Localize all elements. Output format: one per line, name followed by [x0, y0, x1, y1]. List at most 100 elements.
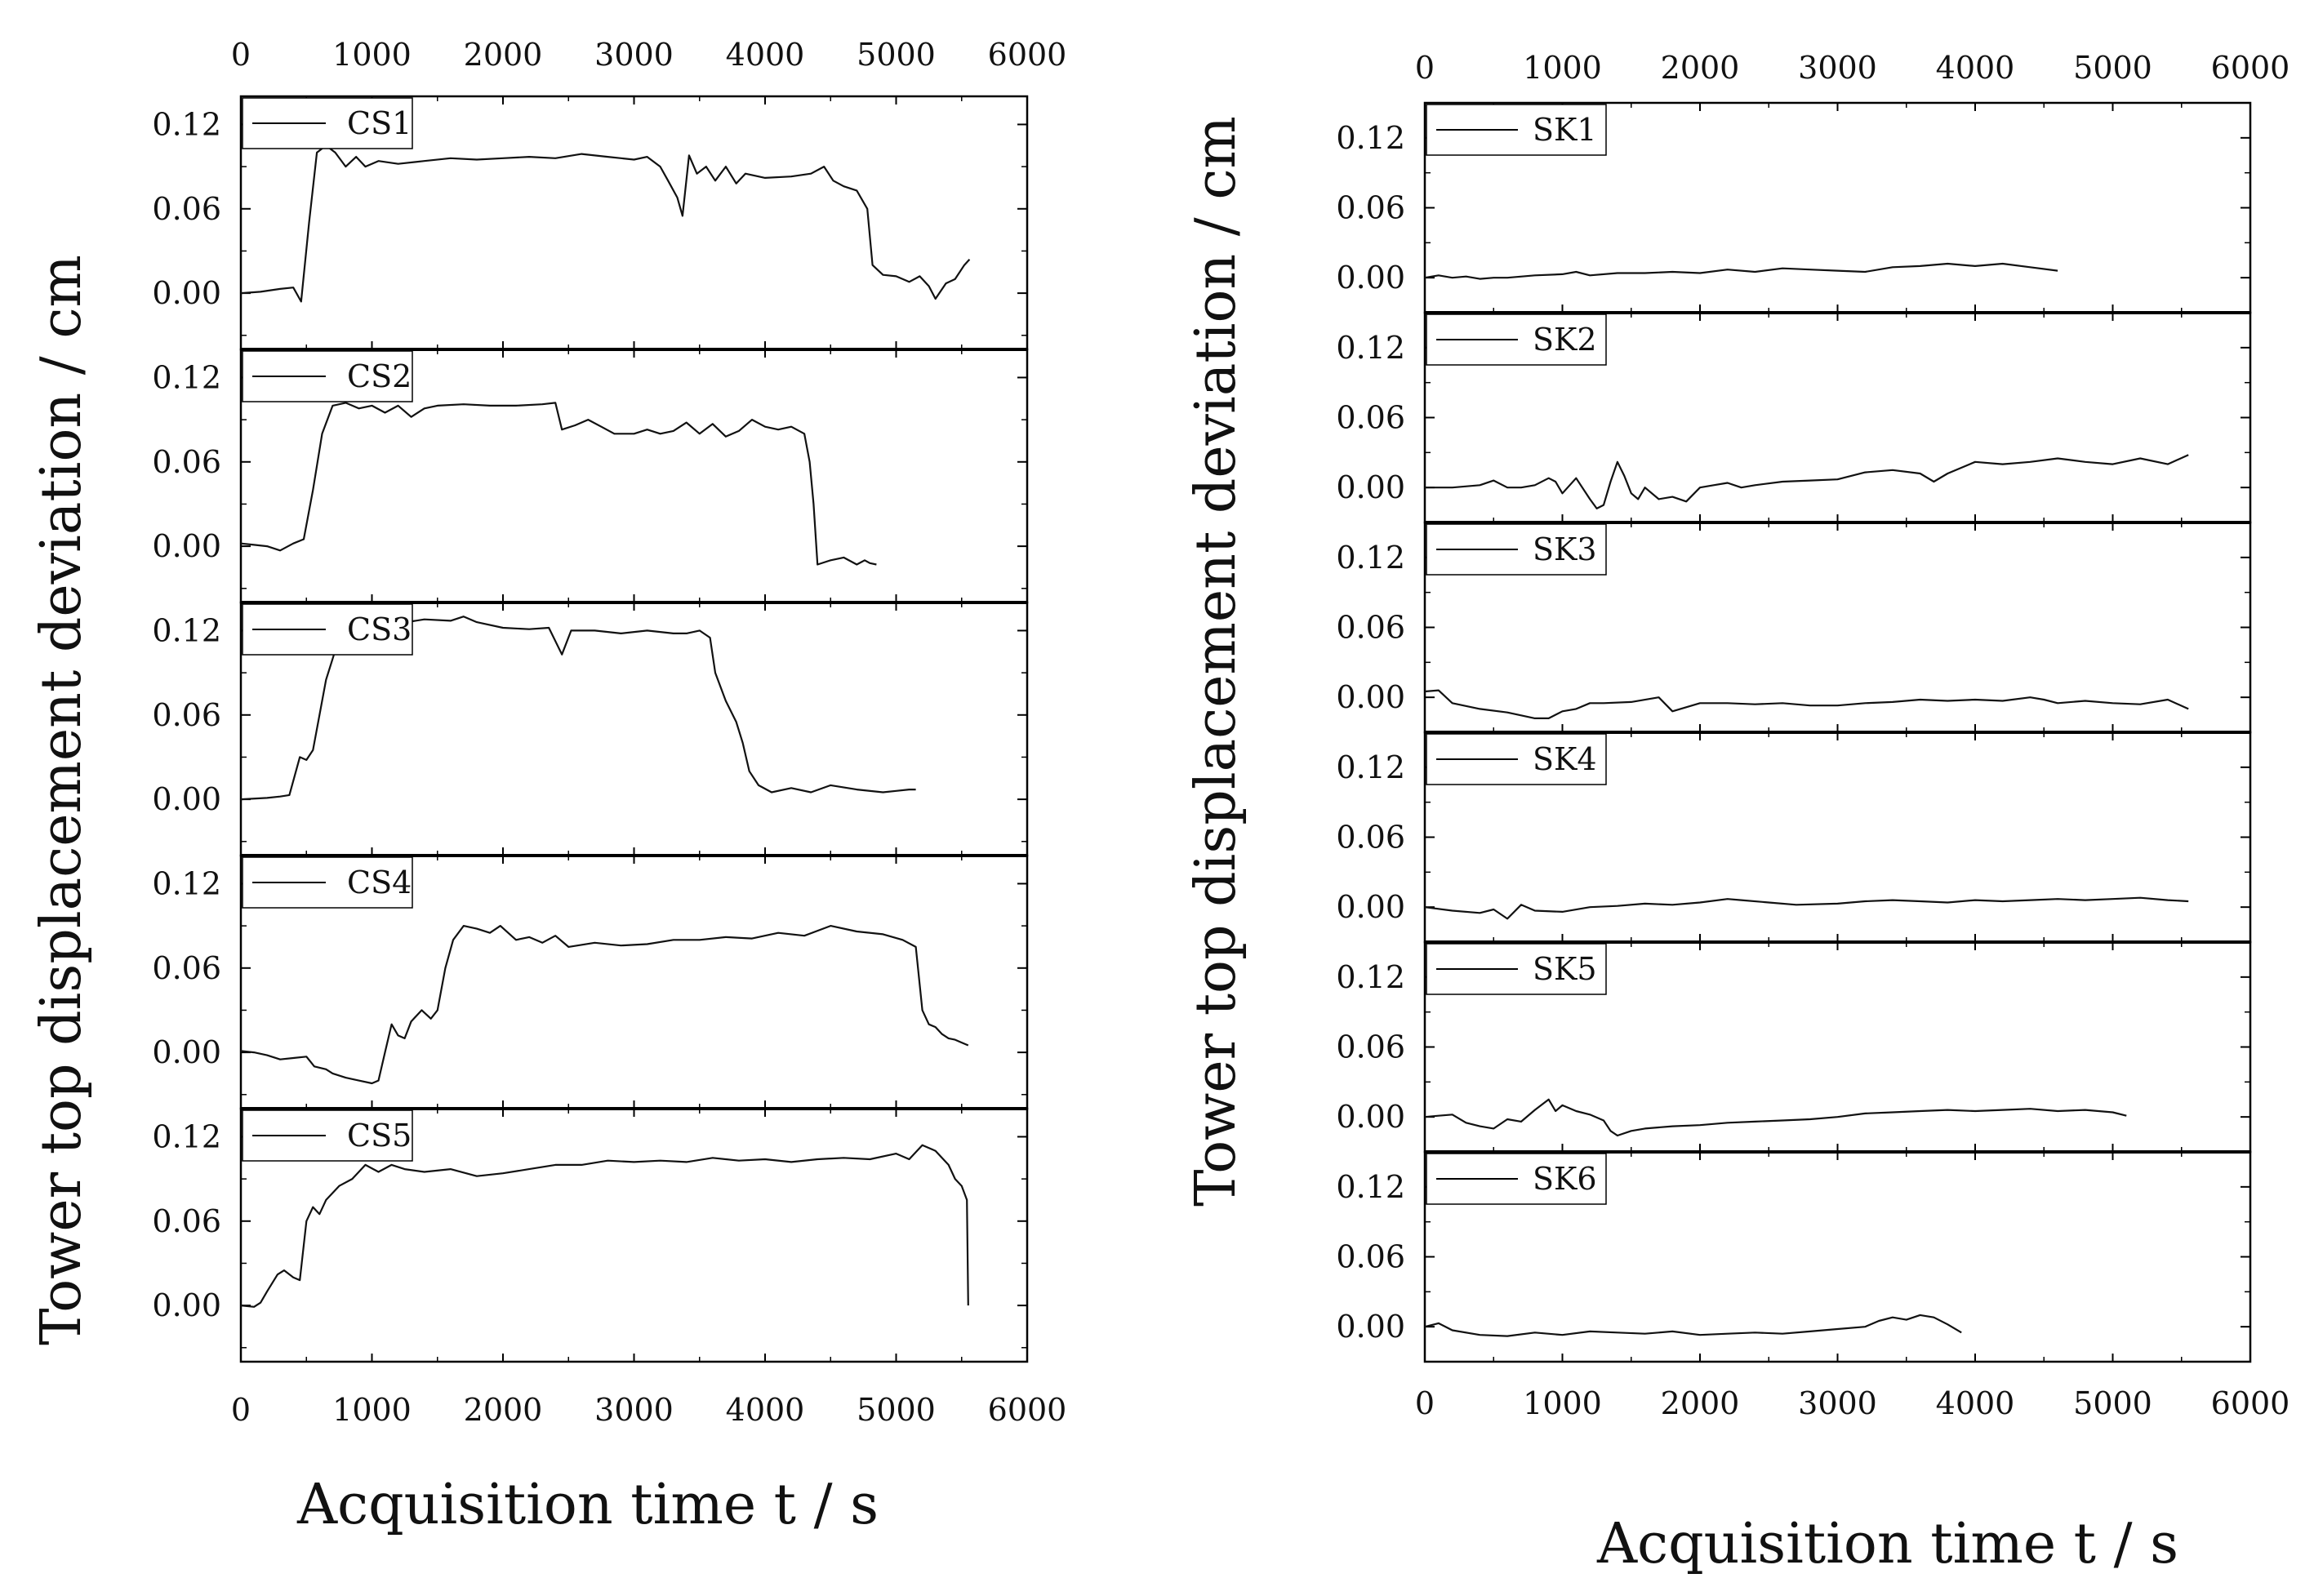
x-tick-label-top: 1000 — [1523, 50, 1602, 86]
x-tick-label-bottom: 5000 — [2073, 1385, 2152, 1421]
series-line-sk1 — [1424, 262, 2058, 280]
sk-chart: 0 0 1000 1000 2000 2000 3000 3000 4000 4000 5000 50… — [1336, 50, 2290, 1421]
panel-cs1: 0.12 0.06 0.00 CS1 — [152, 95, 1029, 351]
panel-cs5: 0.12 0.06 0.00 CS5 — [152, 1107, 1029, 1363]
y-tick-label: 0.12 — [1336, 749, 1405, 785]
x-tick-label-top: 6000 — [988, 37, 1067, 73]
panel-cs4: 0.12 0.06 0.00 CS4 — [152, 854, 1029, 1110]
x-tick-label-top: 6000 — [2211, 50, 2290, 86]
panel-sk4: 0.12 0.06 0.00 SK4 — [1336, 731, 2252, 944]
x-tick-label-bottom: 1000 — [332, 1392, 412, 1428]
y-tick-label: 0.00 — [1336, 679, 1405, 715]
left-x-axis-title: Acquisition time t / s — [296, 1473, 879, 1537]
x-tick-label-top: 2000 — [464, 37, 543, 73]
panel-sk1: 0.12 0.06 0.00 SK1 — [1336, 101, 2252, 314]
series-line-cs5 — [240, 1144, 969, 1308]
y-tick-label: 0.06 — [1336, 400, 1405, 436]
y-tick-label: 0.06 — [152, 697, 221, 733]
y-tick-label: 0.06 — [152, 950, 221, 986]
legend-label: CS2 — [347, 358, 412, 394]
panel-sk5: 0.12 0.06 0.00 SK5 — [1336, 940, 2252, 1154]
y-tick-label: 0.06 — [152, 1203, 221, 1239]
y-tick-label: 0.12 — [1336, 120, 1405, 156]
series-line-sk4 — [1424, 896, 2189, 920]
left-y-axis-title: Tower top displacement deviation / cm — [29, 255, 94, 1345]
legend-label: SK1 — [1533, 112, 1597, 148]
legend-label: SK4 — [1533, 741, 1597, 777]
y-tick-label: 0.06 — [1336, 1029, 1405, 1065]
y-tick-label: 0.12 — [152, 1118, 221, 1154]
series-line-cs4 — [240, 925, 969, 1085]
x-tick-label-top: 3000 — [1798, 50, 1877, 86]
y-tick-label: 0.00 — [1336, 260, 1405, 296]
y-tick-label: 0.12 — [152, 612, 221, 648]
series-line-cs1 — [240, 144, 971, 303]
y-tick-label: 0.00 — [1336, 469, 1405, 505]
x-tick-label-bottom: 6000 — [988, 1392, 1067, 1428]
x-tick-label-top: 3000 — [594, 37, 674, 73]
x-tick-label-top: 2000 — [1661, 50, 1740, 86]
y-tick-label: 0.12 — [152, 106, 221, 142]
y-tick-label: 0.00 — [152, 1034, 221, 1070]
right-y-axis-title: Tower top displacement deviation / cm — [1184, 116, 1248, 1207]
y-tick-label: 0.06 — [1336, 820, 1405, 856]
x-tick-label-top: 0 — [231, 37, 251, 73]
legend-label: SK3 — [1533, 531, 1597, 567]
series-line-sk3 — [1424, 689, 2189, 719]
y-tick-label: 0.06 — [1336, 1239, 1405, 1275]
panel-cs2: 0.12 0.06 0.00 CS2 — [152, 348, 1029, 604]
panel-sk6: 0.12 0.06 0.00 SK6 — [1336, 1150, 2252, 1363]
y-tick-label: 0.12 — [1336, 1169, 1405, 1205]
x-tick-label-top: 4000 — [1936, 50, 2015, 86]
y-tick-label: 0.06 — [1336, 610, 1405, 646]
legend-label: SK6 — [1533, 1161, 1597, 1197]
x-tick-label-bottom: 4000 — [1936, 1385, 2015, 1421]
panel-cs3: 0.12 0.06 0.00 CS3 — [152, 601, 1029, 857]
x-tick-label-bottom: 5000 — [857, 1392, 936, 1428]
x-tick-label-top: 5000 — [2073, 50, 2152, 86]
x-tick-label-bottom: 3000 — [1798, 1385, 1877, 1421]
y-tick-label: 0.12 — [152, 359, 221, 395]
y-tick-label: 0.12 — [1336, 540, 1405, 576]
x-tick-label-bottom: 2000 — [464, 1392, 543, 1428]
y-tick-label: 0.00 — [152, 528, 221, 564]
x-tick-label-top: 4000 — [726, 37, 805, 73]
cs-chart: 0 0 1000 1000 2000 2000 3000 3000 4000 4000 5000 50… — [152, 37, 1066, 1428]
y-tick-label: 0.12 — [1336, 959, 1405, 995]
x-tick-label-top: 5000 — [857, 37, 936, 73]
x-tick-label-bottom: 4000 — [726, 1392, 805, 1428]
x-tick-label-bottom: 0 — [231, 1392, 251, 1428]
y-tick-label: 0.00 — [1336, 1099, 1405, 1135]
legend-label: SK2 — [1533, 322, 1597, 358]
series-line-sk6 — [1424, 1314, 1962, 1337]
y-tick-label: 0.00 — [152, 275, 221, 311]
y-tick-label: 0.12 — [152, 865, 221, 901]
series-line-cs3 — [240, 616, 916, 801]
x-tick-label-bottom: 6000 — [2211, 1385, 2290, 1421]
x-tick-label-bottom: 0 — [1415, 1385, 1435, 1421]
legend-label: CS4 — [347, 865, 412, 900]
x-tick-label-bottom: 3000 — [594, 1392, 674, 1428]
y-tick-label: 0.00 — [1336, 1309, 1405, 1345]
legend-label: CS1 — [347, 105, 412, 141]
y-tick-label: 0.06 — [1336, 190, 1405, 226]
x-tick-label-bottom: 1000 — [1523, 1385, 1602, 1421]
series-line-sk5 — [1424, 1098, 2127, 1137]
x-tick-label-top: 1000 — [332, 37, 412, 73]
y-tick-label: 0.06 — [152, 191, 221, 227]
y-tick-label: 0.00 — [152, 781, 221, 817]
series-line-cs2 — [240, 402, 877, 566]
y-tick-label: 0.00 — [152, 1287, 221, 1323]
y-tick-label: 0.06 — [152, 444, 221, 480]
right-x-axis-title: Acquisition time t / s — [1596, 1512, 2178, 1576]
x-tick-label-top: 0 — [1415, 50, 1435, 86]
legend-label: CS5 — [347, 1118, 412, 1154]
y-tick-label: 0.12 — [1336, 330, 1405, 366]
panel-sk2: 0.12 0.06 0.00 SK2 — [1336, 311, 2252, 524]
y-tick-label: 0.00 — [1336, 889, 1405, 925]
legend-label: CS3 — [347, 611, 412, 647]
legend-label: SK5 — [1533, 951, 1597, 987]
panel-sk3: 0.12 0.06 0.00 SK3 — [1336, 521, 2252, 734]
x-tick-label-bottom: 2000 — [1661, 1385, 1740, 1421]
